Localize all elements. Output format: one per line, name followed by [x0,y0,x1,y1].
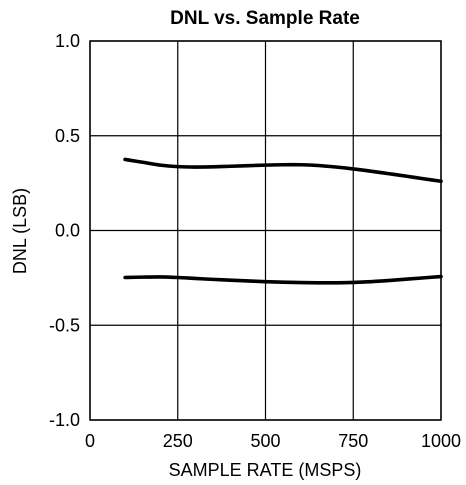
plot-series [123,157,443,285]
series-line-upper [123,157,443,184]
y-axis-label: DNL (LSB) [10,188,30,274]
x-tick-label: 750 [338,431,368,451]
y-axis-ticks: -1.0 -0.5 0.0 0.5 1.0 [49,31,80,430]
grid [89,40,442,421]
y-tick-label: 1.0 [55,31,80,51]
series-line-lower [123,274,443,285]
x-tick-label: 500 [250,431,280,451]
y-tick-label: -0.5 [49,315,80,335]
x-tick-label: 250 [163,431,193,451]
x-tick-label: 0 [85,431,95,451]
chart-title: DNL vs. Sample Rate [170,8,360,29]
y-tick-label: 0.5 [55,126,80,146]
x-axis-label: SAMPLE RATE (MSPS) [169,460,362,480]
x-tick-label: 1000 [421,431,461,451]
x-axis-ticks: 0 250 500 750 1000 [85,431,461,451]
y-tick-label: 0.0 [55,221,80,241]
plot-frame [89,40,442,421]
y-tick-label: -1.0 [49,410,80,430]
